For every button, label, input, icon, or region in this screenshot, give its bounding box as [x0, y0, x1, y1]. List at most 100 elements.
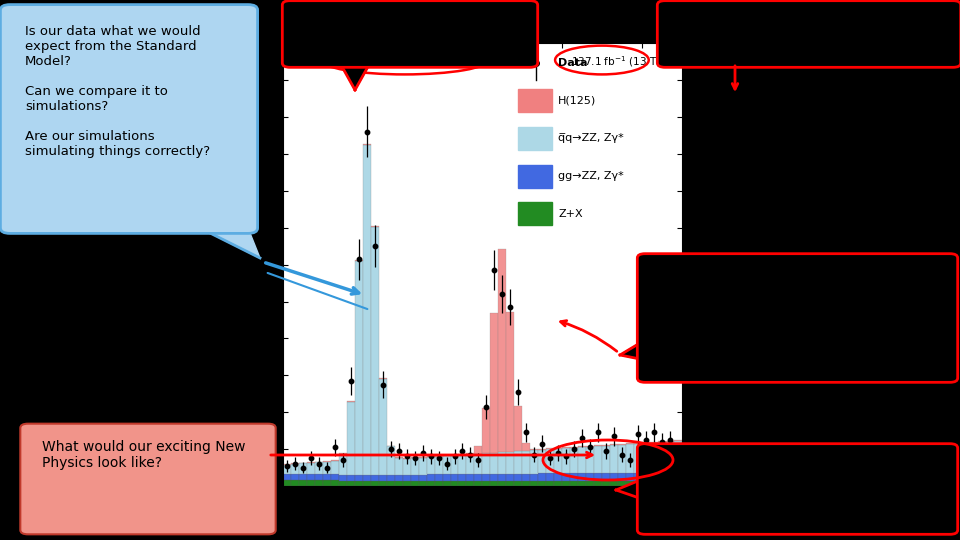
Bar — [283, 480, 291, 486]
Bar — [522, 481, 530, 486]
Bar — [474, 454, 482, 474]
Bar — [379, 475, 387, 481]
Bar — [554, 481, 562, 486]
Bar — [402, 475, 411, 481]
Bar — [467, 455, 474, 474]
Bar — [522, 474, 530, 481]
Text: q̅q→ZZ, Zγ*: q̅q→ZZ, Zγ* — [558, 133, 624, 144]
Bar — [650, 442, 658, 443]
Bar — [387, 447, 395, 475]
Bar — [570, 473, 578, 481]
Bar — [291, 480, 300, 486]
Bar — [363, 145, 371, 475]
Bar — [562, 447, 570, 448]
Bar — [498, 248, 506, 453]
Bar — [626, 481, 634, 486]
Bar — [339, 475, 347, 481]
Bar — [387, 446, 395, 447]
Bar — [339, 481, 347, 486]
FancyBboxPatch shape — [282, 1, 538, 68]
Bar — [491, 474, 498, 481]
FancyBboxPatch shape — [518, 165, 552, 187]
Polygon shape — [228, 450, 268, 467]
Bar — [522, 451, 530, 474]
Bar — [586, 481, 594, 486]
Bar — [307, 462, 315, 463]
Bar — [641, 442, 650, 443]
Bar — [443, 481, 450, 486]
Bar — [426, 456, 435, 457]
Bar — [315, 480, 323, 486]
Bar — [467, 474, 474, 481]
Bar — [315, 462, 323, 474]
Y-axis label: Events / 2GeV: Events / 2GeV — [235, 215, 249, 314]
Bar — [482, 481, 491, 486]
Bar — [459, 455, 467, 474]
Bar — [594, 446, 602, 473]
Text: gg→ZZ, Zγ*: gg→ZZ, Zγ* — [558, 171, 624, 181]
Bar — [539, 481, 546, 486]
Bar — [355, 261, 363, 475]
Bar — [674, 440, 682, 441]
Bar — [546, 474, 554, 481]
Text: Is our data what we would
expect from the Standard
Model?

Can we compare it to
: Is our data what we would expect from th… — [25, 25, 210, 158]
Bar — [491, 313, 498, 453]
Bar — [300, 463, 307, 474]
Bar — [506, 474, 515, 481]
Bar — [602, 473, 610, 481]
Bar — [650, 481, 658, 486]
Bar — [355, 481, 363, 486]
Bar — [530, 450, 539, 474]
Bar — [315, 474, 323, 480]
Bar — [459, 474, 467, 481]
Bar — [395, 458, 402, 475]
Bar — [371, 226, 379, 227]
Bar — [450, 456, 459, 474]
Bar — [626, 472, 634, 481]
Bar — [474, 446, 482, 454]
Bar — [355, 475, 363, 481]
Text: Z+X: Z+X — [558, 208, 583, 219]
Bar — [602, 481, 610, 486]
Bar — [435, 475, 443, 481]
Bar — [307, 474, 315, 480]
Bar — [402, 458, 411, 475]
Bar — [491, 453, 498, 474]
Bar — [283, 474, 291, 480]
Bar — [586, 473, 594, 481]
Bar — [562, 473, 570, 481]
Bar — [419, 481, 426, 486]
Bar — [498, 481, 506, 486]
Bar — [323, 480, 331, 486]
FancyBboxPatch shape — [518, 202, 552, 225]
Bar — [450, 481, 459, 486]
Bar — [546, 449, 554, 474]
Bar — [363, 144, 371, 145]
X-axis label: m$_{4\ell}$ (GeV): m$_{4\ell}$ (GeV) — [444, 509, 520, 527]
Bar — [546, 448, 554, 449]
FancyBboxPatch shape — [637, 444, 958, 534]
Bar — [323, 461, 331, 462]
Bar — [594, 481, 602, 486]
Bar — [506, 481, 515, 486]
Bar — [331, 480, 339, 486]
Bar — [674, 481, 682, 486]
Bar — [331, 474, 339, 480]
FancyBboxPatch shape — [518, 89, 552, 112]
Polygon shape — [200, 228, 260, 258]
Bar — [658, 441, 665, 442]
Bar — [474, 474, 482, 481]
Bar — [530, 449, 539, 450]
Bar — [435, 456, 443, 475]
Bar — [515, 451, 522, 474]
Bar — [658, 481, 665, 486]
Text: CMS: CMS — [295, 55, 332, 69]
Bar — [618, 472, 626, 481]
Bar — [363, 481, 371, 486]
Bar — [402, 481, 411, 486]
FancyBboxPatch shape — [20, 424, 276, 534]
Bar — [379, 481, 387, 486]
Bar — [554, 449, 562, 473]
Bar — [650, 472, 658, 481]
Bar — [506, 452, 515, 474]
